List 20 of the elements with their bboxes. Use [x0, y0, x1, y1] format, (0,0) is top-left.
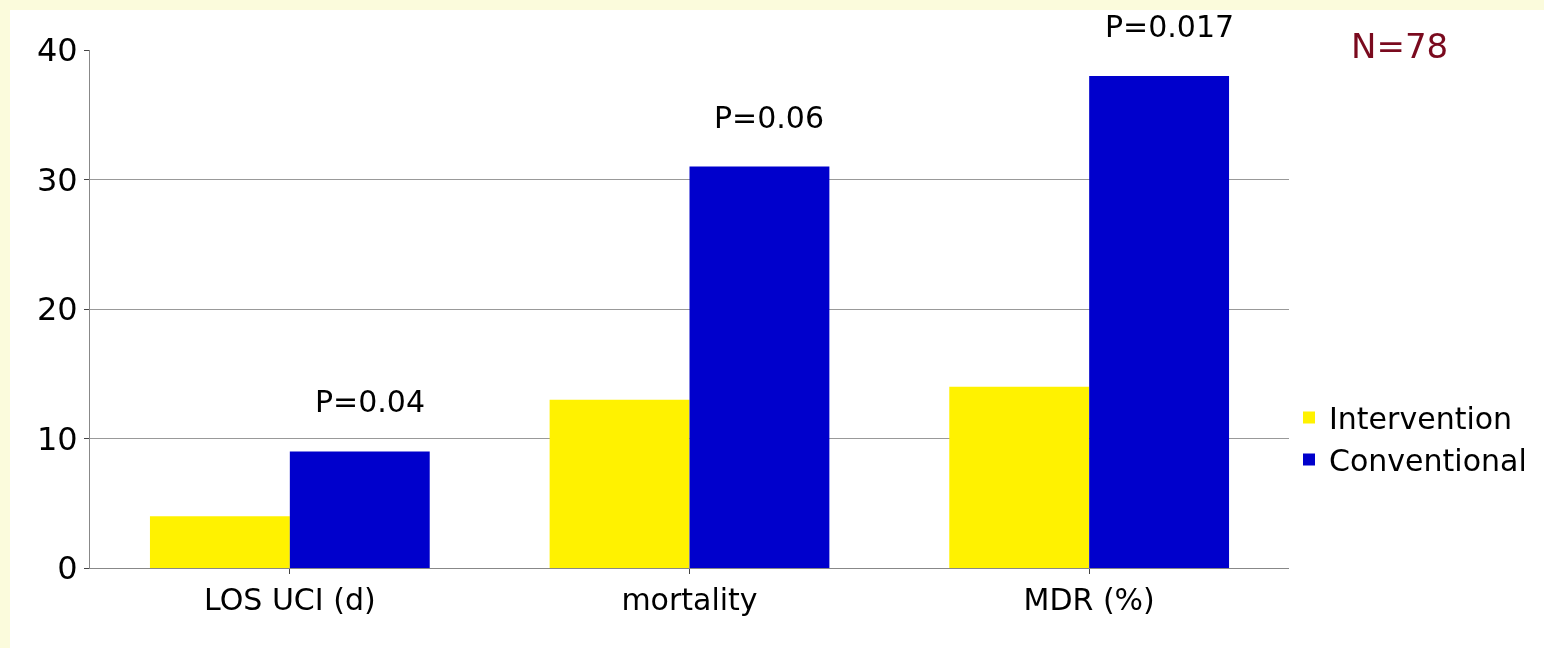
bar [149, 516, 290, 568]
annotation: P=0.017 [1105, 9, 1235, 44]
text: N=78 [1351, 26, 1449, 66]
x-tick-label: mortality [621, 582, 758, 617]
bar [549, 399, 690, 568]
bar [1089, 75, 1230, 568]
legend-label: Intervention [1329, 401, 1513, 437]
annotation: P=0.04 [315, 384, 426, 419]
bar [689, 166, 830, 568]
bar [949, 386, 1090, 568]
y-tick-label: 0 [57, 549, 78, 588]
y-tick-label: 20 [36, 290, 78, 329]
bar [289, 451, 430, 568]
x-tick-label: MDR (%) [1023, 582, 1155, 617]
y-tick-label: 10 [36, 419, 78, 458]
legend-label: Conventional [1329, 443, 1527, 479]
x-tick-label: LOS UCI (d) [204, 582, 376, 617]
annotation: P=0.06 [714, 100, 825, 135]
y-tick-label: 30 [36, 160, 78, 199]
y-tick-label: 40 [36, 31, 78, 70]
